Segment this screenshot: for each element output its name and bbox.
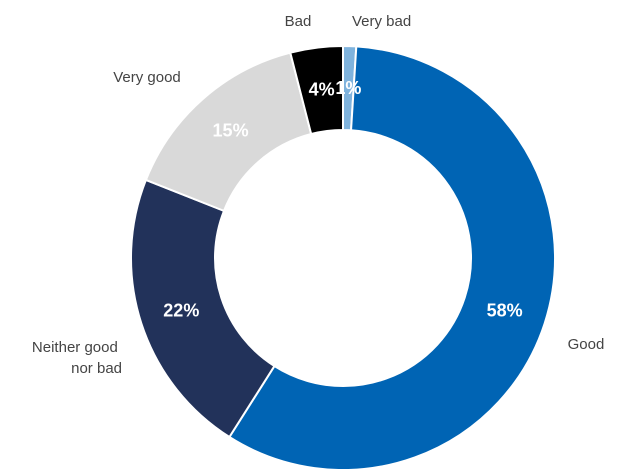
- value-label-very-bad: 1%: [335, 78, 361, 98]
- slice-bad: [289, 44, 344, 136]
- category-label-good: Good: [568, 336, 605, 353]
- value-label-bad: 4%: [309, 79, 335, 99]
- category-label-very-bad: Very bad: [352, 13, 411, 30]
- value-label-neither-good-nor-bad: 22%: [163, 301, 199, 321]
- value-label-good: 58%: [487, 301, 523, 321]
- slice-neither-good-nor-bad: [130, 178, 276, 439]
- donut-slices: [130, 44, 556, 469]
- category-label-bad: Bad: [285, 13, 312, 30]
- value-label-very-good: 15%: [213, 120, 249, 140]
- category-label-neither: Neither good nor bad: [32, 339, 122, 377]
- slice-good: [228, 45, 556, 469]
- category-label-very-good: Very good: [113, 69, 181, 86]
- category-label-neither-line1: Neither good: [32, 339, 118, 356]
- category-label-neither-line2: nor bad: [71, 360, 122, 377]
- value-labels: 1% 58% 22% 15% 4%: [163, 78, 522, 320]
